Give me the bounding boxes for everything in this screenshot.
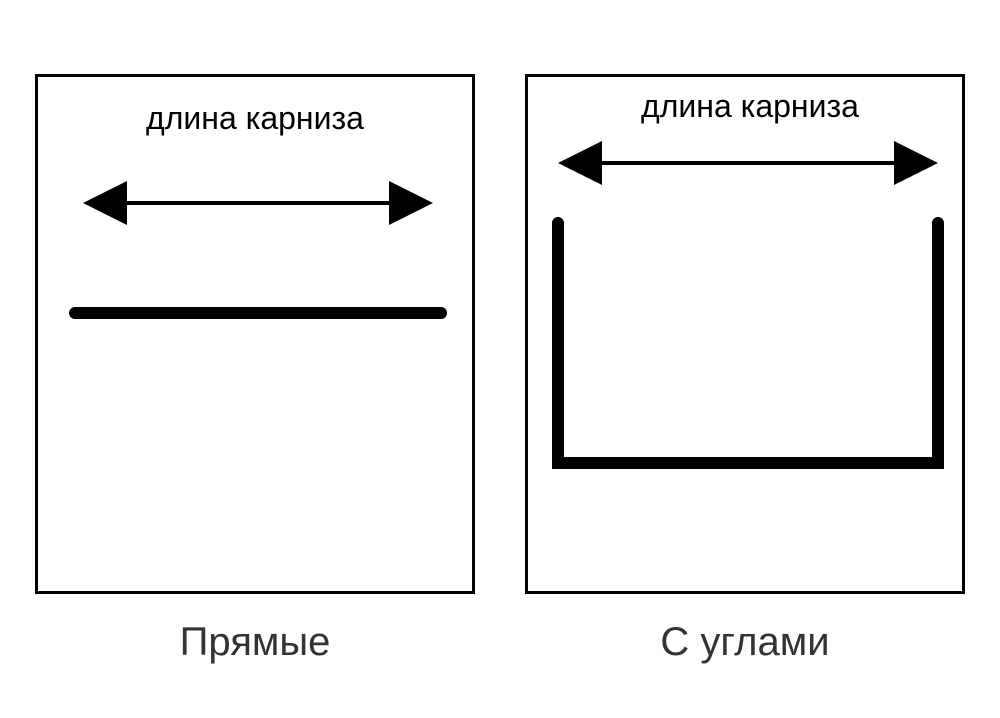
dimension-label-left: длина карниза bbox=[105, 100, 405, 137]
diagram-canvas: длина карниза Прямые длина карниза С угл… bbox=[0, 0, 1000, 718]
panel-corners bbox=[525, 74, 965, 594]
caption-straight: Прямые bbox=[35, 620, 475, 665]
panel-straight bbox=[35, 74, 475, 594]
caption-corners: С углами bbox=[525, 620, 965, 665]
panel-straight-svg bbox=[38, 77, 478, 597]
panel-corners-svg bbox=[528, 77, 968, 597]
dimension-label-right: длина карниза bbox=[600, 88, 900, 125]
